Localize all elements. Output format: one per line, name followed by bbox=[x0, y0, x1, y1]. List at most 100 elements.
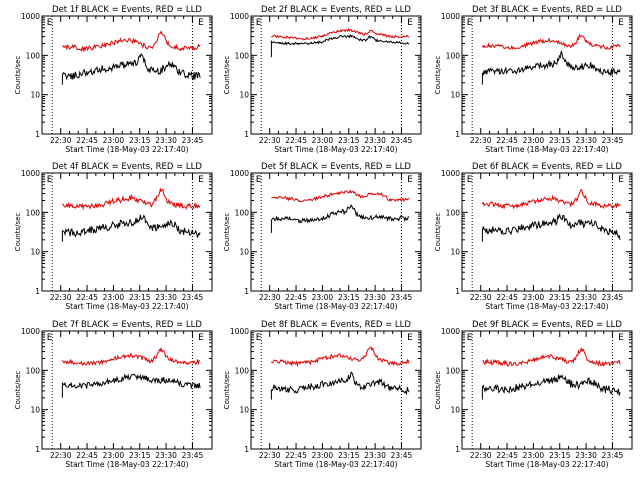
lld-series-line bbox=[62, 187, 201, 211]
x-tick-label: 22:45 bbox=[285, 136, 307, 145]
plot-title: Det 2f BLACK = Events, RED = LLD bbox=[261, 5, 411, 15]
x-tick-label: 23:45 bbox=[182, 451, 204, 460]
x-tick-label: 23:00 bbox=[312, 293, 334, 302]
plot-frame bbox=[461, 172, 633, 292]
x-tick-label: 23:30 bbox=[155, 136, 177, 145]
x-tick-label: 22:30 bbox=[470, 136, 492, 145]
interval-marker: E bbox=[467, 175, 473, 185]
x-tick-label: 23:45 bbox=[391, 451, 413, 460]
events-series-line bbox=[61, 52, 201, 85]
interval-marker: E bbox=[47, 175, 53, 185]
y-tick-label: 100 bbox=[26, 366, 41, 375]
y-tick-label: 100 bbox=[446, 366, 461, 375]
y-tick-label: 1 bbox=[35, 287, 40, 296]
events-series-line bbox=[270, 203, 410, 233]
y-tick-label: 100 bbox=[235, 51, 250, 60]
interval-marker: E bbox=[198, 175, 204, 185]
x-tick-label: 22:30 bbox=[50, 136, 72, 145]
interval-marker: E bbox=[198, 18, 204, 28]
x-tick-label: 23:15 bbox=[129, 451, 151, 460]
x-axis-label: Start Time (18-May-03 22:17:40) bbox=[485, 145, 608, 154]
y-tick-label: 100 bbox=[26, 208, 41, 217]
x-axis-label: Start Time (18-May-03 22:17:40) bbox=[65, 460, 188, 469]
lld-series-line bbox=[271, 189, 410, 203]
x-tick-label: 23:15 bbox=[129, 136, 151, 145]
plot-frame bbox=[461, 330, 633, 450]
events-series-line bbox=[481, 49, 621, 85]
plot-title: Det 7f BLACK = Events, RED = LLD bbox=[52, 320, 202, 330]
y-tick-label: 1000 bbox=[21, 327, 40, 336]
y-tick-label: 1000 bbox=[230, 169, 249, 178]
x-tick-label: 23:00 bbox=[103, 451, 125, 460]
x-tick-label: 23:30 bbox=[575, 451, 597, 460]
x-axis-label: Start Time (18-May-03 22:17:40) bbox=[274, 302, 397, 311]
plot-title: Det 4f BLACK = Events, RED = LLD bbox=[52, 162, 202, 172]
plot-title: Det 5f BLACK = Events, RED = LLD bbox=[261, 162, 411, 172]
interval-marker: E bbox=[467, 333, 473, 343]
x-tick-label: 23:45 bbox=[391, 293, 413, 302]
x-tick-label: 22:30 bbox=[259, 136, 281, 145]
events-series-line bbox=[481, 213, 621, 242]
x-tick-label: 23:15 bbox=[338, 136, 360, 145]
y-tick-label: 1000 bbox=[230, 327, 249, 336]
lld-series-line bbox=[62, 30, 201, 53]
y-axis-label: Counts/sec bbox=[223, 371, 231, 410]
interval-marker: E bbox=[618, 333, 624, 343]
y-tick-label: 10 bbox=[239, 91, 249, 100]
events-series-line bbox=[270, 371, 410, 400]
interval-marker: E bbox=[618, 175, 624, 185]
y-tick-label: 1 bbox=[455, 130, 460, 139]
plot-title: Det 8f BLACK = Events, RED = LLD bbox=[261, 320, 411, 330]
y-tick-label: 1 bbox=[455, 445, 460, 454]
y-axis-label: Counts/sec bbox=[14, 371, 22, 410]
plot-frame bbox=[41, 330, 213, 450]
plot-title: Det 9f BLACK = Events, RED = LLD bbox=[472, 320, 622, 330]
x-tick-label: 23:15 bbox=[549, 293, 571, 302]
x-tick-label: 23:00 bbox=[312, 451, 334, 460]
lld-series-line bbox=[271, 27, 410, 41]
y-tick-label: 10 bbox=[450, 248, 460, 257]
plot-frame bbox=[250, 15, 422, 135]
y-tick-label: 100 bbox=[26, 51, 41, 60]
x-tick-label: 22:30 bbox=[259, 293, 281, 302]
plot-title: Det 3f BLACK = Events, RED = LLD bbox=[472, 5, 622, 15]
x-tick-label: 23:30 bbox=[364, 451, 386, 460]
plot-title: Det 6f BLACK = Events, RED = LLD bbox=[472, 162, 622, 172]
plot-frame bbox=[41, 15, 213, 135]
plot-panel: Det 7f BLACK = Events, RED = LLD 1 10 100 10… bbox=[14, 320, 213, 469]
x-tick-label: 22:45 bbox=[285, 293, 307, 302]
x-tick-label: 22:45 bbox=[285, 451, 307, 460]
interval-marker: E bbox=[198, 333, 204, 343]
x-axis-label: Start Time (18-May-03 22:17:40) bbox=[65, 145, 188, 154]
x-axis-label: Start Time (18-May-03 22:17:40) bbox=[274, 145, 397, 154]
x-tick-label: 23:00 bbox=[312, 136, 334, 145]
plot-frame bbox=[41, 172, 213, 292]
x-tick-label: 23:15 bbox=[549, 451, 571, 460]
x-tick-label: 23:45 bbox=[602, 451, 624, 460]
interval-marker: E bbox=[407, 333, 413, 343]
y-axis-label: Counts/sec bbox=[434, 213, 442, 252]
x-tick-label: 23:45 bbox=[182, 136, 204, 145]
plot-panel: Det 3f BLACK = Events, RED = LLD 1 10 100 10… bbox=[434, 5, 633, 154]
events-series-line bbox=[61, 373, 201, 398]
events-series-line bbox=[270, 33, 410, 58]
plot-frame bbox=[250, 172, 422, 292]
interval-marker: E bbox=[256, 18, 262, 28]
plot-panel: Det 4f BLACK = Events, RED = LLD 1 10 100 10… bbox=[14, 162, 213, 311]
plot-panel: Det 6f BLACK = Events, RED = LLD 1 10 100 10… bbox=[434, 162, 633, 311]
x-tick-label: 22:30 bbox=[470, 451, 492, 460]
y-tick-label: 10 bbox=[30, 406, 40, 415]
x-tick-label: 22:45 bbox=[496, 136, 518, 145]
plot-panel: Det 1f BLACK = Events, RED = LLD 1 10 100 10… bbox=[14, 5, 213, 154]
x-tick-label: 23:30 bbox=[155, 293, 177, 302]
plot-frame bbox=[250, 330, 422, 450]
x-tick-label: 22:45 bbox=[76, 293, 98, 302]
y-tick-label: 100 bbox=[446, 208, 461, 217]
x-tick-label: 23:45 bbox=[602, 136, 624, 145]
y-tick-label: 1 bbox=[35, 445, 40, 454]
lld-series-line bbox=[61, 347, 201, 367]
y-axis-label: Counts/sec bbox=[223, 213, 231, 252]
plot-panel: Det 8f BLACK = Events, RED = LLD 1 10 100 10… bbox=[223, 320, 422, 469]
y-tick-label: 10 bbox=[450, 406, 460, 415]
